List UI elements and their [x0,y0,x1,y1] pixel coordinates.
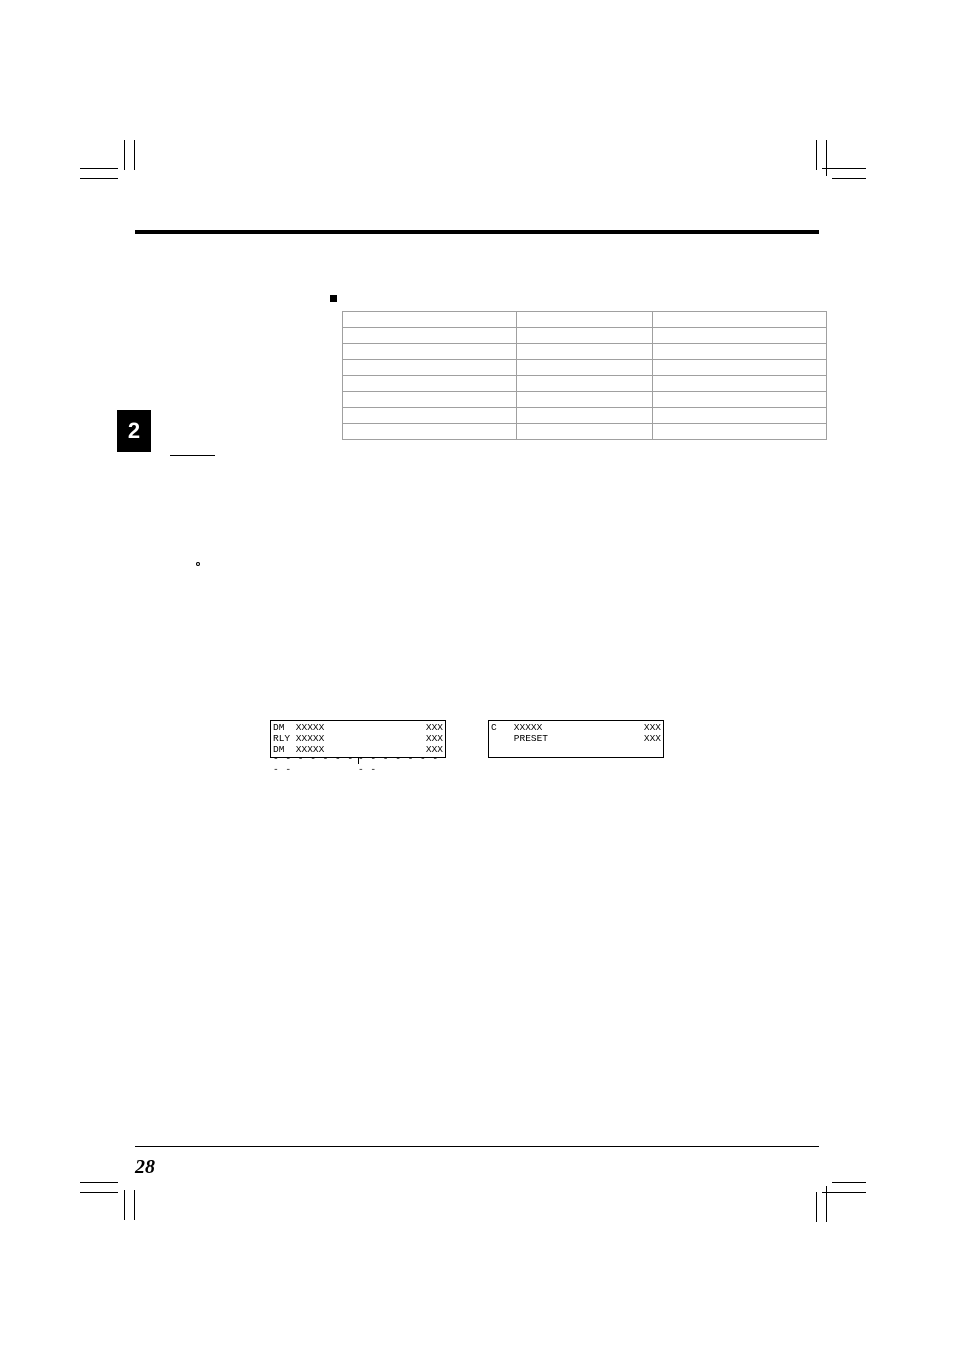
table-cell [517,328,653,344]
table-cell [343,328,517,344]
table-cell [652,408,826,424]
crop-mark [822,1192,866,1193]
lcd-text: RLY XXXXX [273,733,324,744]
table-cell [517,360,653,376]
table-header [343,312,517,328]
crop-mark [832,178,866,179]
table-cell [343,408,517,424]
lcd-text: XXX [426,733,443,744]
table-row [343,344,827,360]
table-cell [652,424,826,440]
table-cell [343,424,517,440]
table-row [343,360,827,376]
table-row [343,376,827,392]
table-cell [517,344,653,360]
crop-mark [826,1186,827,1222]
table-row [343,328,827,344]
lcd-screen-right: C XXXXX XXX PRESET XXX [488,720,664,758]
top-rule [135,230,819,234]
page-number: 28 [135,1156,155,1179]
bottom-rule [135,1146,819,1147]
table-row [343,408,827,424]
page-content: 2 [135,140,819,440]
table-cell [652,360,826,376]
table-cell [517,408,653,424]
data-table [342,311,827,440]
table-cell [652,344,826,360]
crop-mark [134,1190,135,1220]
main-column [330,294,815,440]
lcd-screen-left: DM XXXXXXXX RLY XXXXXXXX DM XXXXXXXX - -… [270,720,446,758]
table-cell [343,392,517,408]
crop-mark [832,1182,866,1183]
lcd-row: PRESET XXX [491,733,661,744]
lcd-tick-icon [358,758,359,764]
table-header [517,312,653,328]
lcd-divider: - - - - - - - - -- - - - - - - - - [273,753,443,775]
crop-mark [124,1190,125,1220]
crop-mark [80,168,118,169]
crop-mark [826,140,827,176]
crop-mark [816,1192,817,1222]
table-cell [652,328,826,344]
table-cell [343,376,517,392]
lcd-row: RLY XXXXX XXX [273,733,443,744]
lcd-text: XXX [644,722,661,733]
lcd-row: DM XXXXX XXX [273,722,443,733]
crop-mark [124,140,125,170]
chapter-tab: 2 [117,410,151,452]
lcd-text: XXX [426,722,443,733]
crop-mark [80,178,118,179]
lcd-row: C XXXXX XXX [491,722,661,733]
crop-mark [80,1192,118,1193]
lcd-text: DM XXXXX [273,722,324,733]
table-cell [343,360,517,376]
lcd-text: C XXXXX [491,722,542,733]
crop-mark [80,1182,118,1183]
bullet-circle-icon [196,562,200,566]
lcd-text: PRESET [491,733,548,744]
table-cell [517,376,653,392]
lcd-text: XXX [644,733,661,744]
table-title [330,294,815,305]
lcd-screens: DM XXXXXXXX RLY XXXXXXXX DM XXXXXXXX - -… [270,720,664,758]
crop-mark [822,168,866,169]
table-cell [517,424,653,440]
table-header [652,312,826,328]
table-cell [517,392,653,408]
table-row [343,392,827,408]
square-bullet-icon [330,295,337,302]
table-row [343,424,827,440]
subhead-underline [170,455,215,456]
table-header-row [343,312,827,328]
table-cell [652,392,826,408]
table-cell [343,344,517,360]
table-cell [652,376,826,392]
